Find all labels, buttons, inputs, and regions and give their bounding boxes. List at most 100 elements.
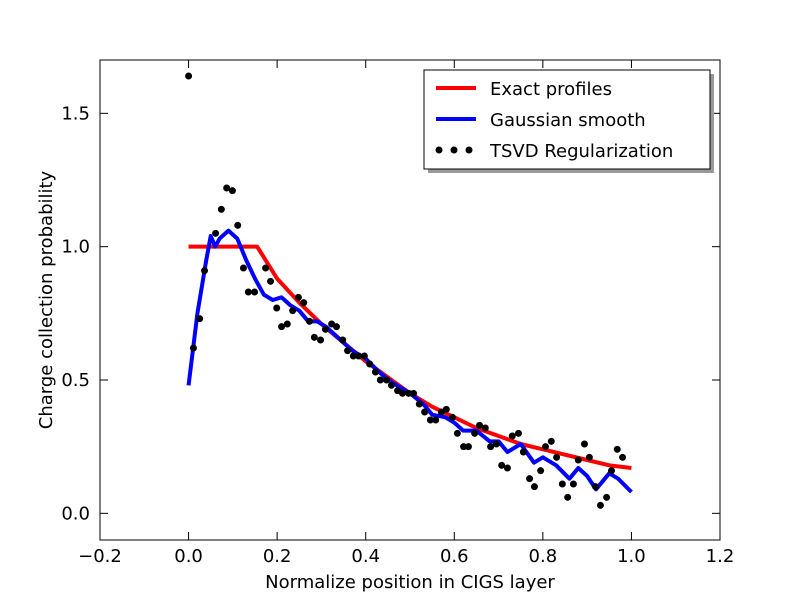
data-point — [613, 445, 621, 453]
data-point — [294, 293, 302, 301]
data-point — [405, 389, 413, 397]
legend-label: TSVD Regularization — [489, 141, 673, 162]
data-point — [442, 405, 450, 413]
legend-swatch — [450, 146, 458, 154]
data-point — [553, 453, 561, 461]
x-tick-label: 0.4 — [351, 546, 380, 567]
data-point — [537, 467, 545, 475]
data-point — [267, 277, 274, 285]
data-point — [530, 483, 538, 491]
data-point — [310, 333, 318, 341]
data-point — [580, 440, 588, 448]
data-point — [332, 323, 340, 331]
data-point — [519, 448, 527, 456]
data-point — [278, 323, 286, 331]
data-point — [592, 483, 600, 491]
x-tick-label: 0.6 — [440, 546, 469, 567]
data-point — [596, 501, 604, 509]
data-point — [321, 325, 329, 333]
legend-swatch — [435, 146, 443, 154]
data-point — [460, 443, 468, 451]
data-point — [453, 429, 461, 437]
data-point — [603, 493, 611, 501]
data-point — [283, 320, 291, 328]
data-point — [189, 344, 197, 352]
x-tick-label: −0.2 — [78, 546, 122, 567]
data-point — [619, 453, 627, 461]
data-point — [476, 421, 484, 429]
data-point — [398, 389, 406, 397]
data-point — [515, 429, 522, 437]
data-point — [201, 267, 209, 275]
data-point — [487, 443, 495, 451]
data-point — [492, 440, 500, 448]
plot-area — [185, 72, 633, 509]
x-tick-label: 1.0 — [617, 546, 646, 567]
data-point — [223, 184, 231, 192]
data-point — [212, 229, 220, 237]
y-tick-label: 0.0 — [61, 503, 90, 524]
data-point — [542, 443, 550, 451]
data-point — [471, 429, 479, 437]
data-point — [371, 368, 379, 376]
data-point — [289, 307, 297, 315]
x-tick-label: 0.8 — [529, 546, 558, 567]
data-line — [188, 244, 632, 470]
data-point — [317, 336, 325, 344]
data-point — [503, 464, 511, 472]
data-point — [355, 352, 363, 360]
y-tick-label: 0.5 — [61, 370, 90, 391]
x-axis-label: Normalize position in CIGS layer — [265, 572, 555, 593]
data-point — [339, 336, 347, 344]
data-point — [300, 299, 308, 307]
data-point — [383, 376, 391, 384]
legend-label: Gaussian smooth — [490, 110, 646, 131]
data-line — [186, 228, 633, 494]
data-point — [366, 360, 374, 368]
data-point — [415, 400, 423, 408]
data-point — [262, 264, 270, 272]
data-point — [585, 453, 593, 461]
x-tick-label: 1.2 — [706, 546, 735, 567]
data-point — [360, 352, 368, 360]
data-point — [432, 416, 440, 424]
data-point — [251, 288, 259, 296]
data-point — [481, 424, 489, 432]
data-point — [449, 413, 457, 421]
data-point — [273, 304, 281, 312]
data-point — [349, 352, 357, 360]
data-point — [498, 461, 506, 469]
data-point — [608, 467, 615, 475]
data-point — [547, 437, 555, 445]
data-point — [234, 221, 242, 229]
data-point — [244, 288, 252, 296]
data-point — [387, 381, 395, 389]
data-point — [508, 432, 516, 440]
data-point — [564, 493, 572, 501]
data-point — [426, 416, 434, 424]
data-point — [569, 480, 577, 488]
data-point — [239, 264, 247, 272]
data-point — [185, 72, 193, 80]
data-point — [558, 480, 566, 488]
data-point — [574, 456, 582, 464]
data-point — [305, 317, 313, 325]
data-point — [217, 205, 225, 213]
y-tick-label: 1.0 — [61, 237, 90, 258]
data-point — [421, 408, 429, 416]
data-point — [410, 389, 418, 397]
axes-frame — [99, 59, 721, 541]
legend: Exact profiles Gaussian smooth TSVD Regula… — [423, 69, 714, 173]
x-tick-label: 0.2 — [263, 546, 292, 567]
y-tick-label: 1.5 — [61, 103, 90, 124]
data-point — [526, 475, 534, 483]
legend-swatch — [465, 146, 473, 154]
data-point — [228, 187, 236, 195]
y-axis-label: Charge collection probability — [36, 170, 57, 429]
data-point — [344, 347, 352, 355]
legend-label: Exact profiles — [490, 79, 612, 100]
x-tick-label: 0.0 — [174, 546, 203, 567]
data-point — [376, 376, 384, 384]
data-point — [196, 315, 204, 323]
